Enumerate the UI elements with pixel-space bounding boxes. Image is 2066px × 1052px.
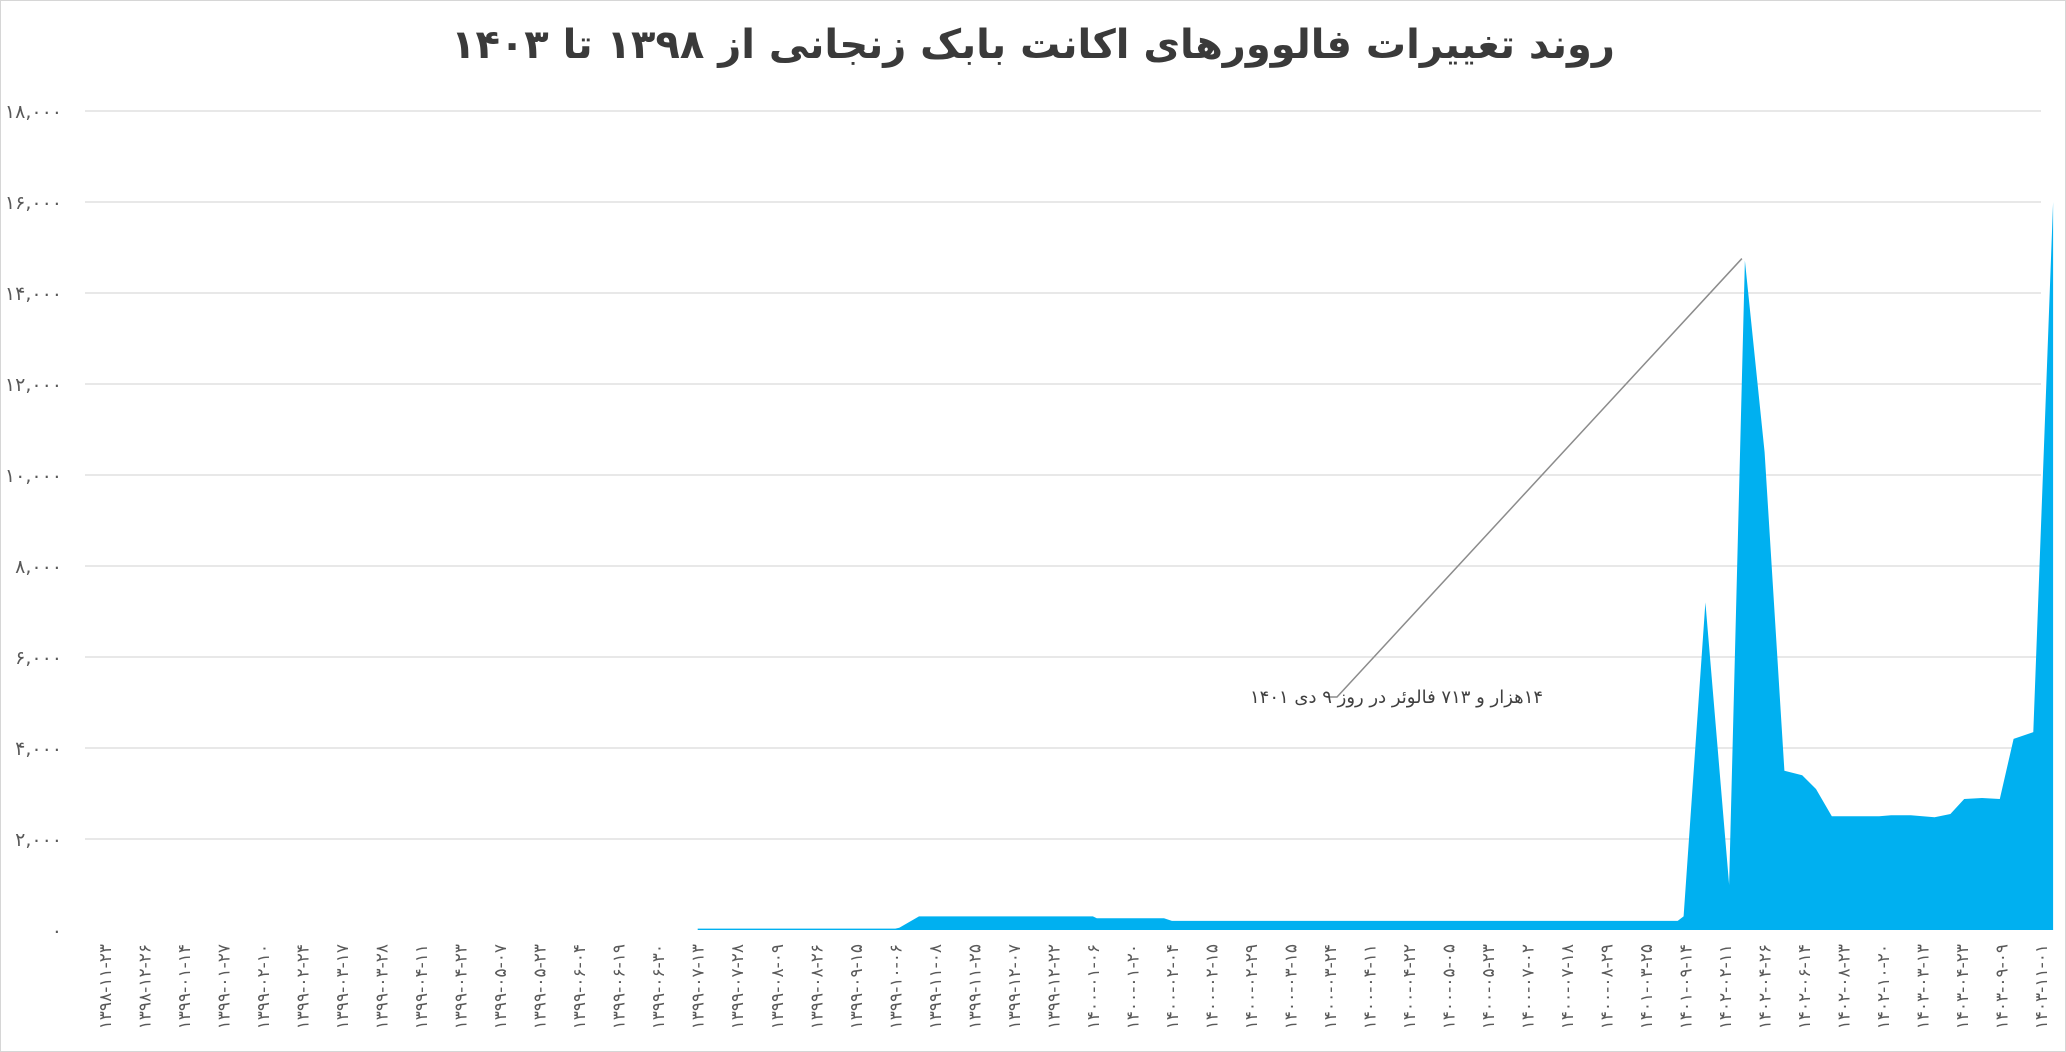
x-tick-label: ۱۴۰۰-۰۵-۲۳ bbox=[1479, 944, 1499, 1029]
y-tick-label: ۱۲,۰۰۰ bbox=[5, 374, 62, 396]
annotation: ۱۴هزار و ۷۱۳ فالوئر در روز ۹ دی ۱۴۰۱ bbox=[1250, 258, 1743, 708]
y-tick-label: ۱۰,۰۰۰ bbox=[5, 465, 62, 487]
x-tick-label: ۱۳۹۹-۰۱-۱۴ bbox=[175, 944, 195, 1029]
x-tick-label: ۱۴۰۰-۰۷-۰۲ bbox=[1519, 944, 1539, 1029]
x-tick-label: ۱۳۹۹-۰۵-۲۳ bbox=[531, 944, 551, 1029]
x-tick-label: ۱۴۰۲-۱۰-۲۰ bbox=[1874, 944, 1894, 1029]
x-tick-label: ۱۳۹۹-۰۲-۲۴ bbox=[294, 944, 314, 1029]
x-tick-label: ۱۳۹۹-۰۱-۲۷ bbox=[215, 944, 235, 1029]
x-tick-label: ۱۳۹۸-۱۱-۲۳ bbox=[96, 944, 116, 1029]
x-tick-label: ۱۳۹۹-۰۶-۳۰ bbox=[649, 944, 669, 1029]
x-tick-label: ۱۴۰۲-۰۲-۱۱ bbox=[1716, 944, 1736, 1029]
x-tick-label: ۱۳۹۹-۰۴-۱۱ bbox=[412, 944, 432, 1029]
y-tick-label: ۶,۰۰۰ bbox=[15, 647, 62, 669]
chart-title: روند تغییرات فالوورهای اکانت بابک زنجانی… bbox=[451, 22, 1615, 68]
y-tick-label: ۱۶,۰۰۰ bbox=[5, 192, 62, 214]
x-axis-ticks: ۱۳۹۸-۱۱-۲۳ ۱۳۹۸-۱۲-۲۶ ۱۳۹۹-۰۱-۱۴ ۱۳۹۹-۰۱-۲۷… bbox=[96, 944, 2052, 1029]
x-tick-label: ۱۴۰۰-۰۲-۱۵ bbox=[1202, 944, 1222, 1029]
y-tick-label: ۱۴,۰۰۰ bbox=[5, 283, 62, 305]
x-tick-label: ۱۴۰۰-۰۴-۱۱ bbox=[1360, 944, 1380, 1029]
x-tick-label: ۱۴۰۳-۱۱-۰۱ bbox=[2032, 944, 2052, 1029]
x-tick-label: ۱۳۹۹-۰۷-۲۸ bbox=[728, 944, 748, 1029]
x-tick-label: ۱۴۰۰-۰۱-۰۶ bbox=[1084, 944, 1104, 1029]
series-area-path bbox=[105, 202, 2054, 930]
x-tick-label: ۱۳۹۹-۱۱-۲۵ bbox=[965, 944, 985, 1029]
x-tick-label: ۱۳۹۹-۰۸-۲۶ bbox=[807, 944, 827, 1029]
y-tick-label: ۴,۰۰۰ bbox=[15, 738, 62, 760]
x-tick-label: ۱۴۰۰-۰۲-۰۴ bbox=[1163, 944, 1183, 1029]
x-tick-label: ۱۳۹۹-۰۶-۱۹ bbox=[610, 944, 630, 1029]
x-tick-label: ۱۳۹۹-۰۳-۲۸ bbox=[373, 944, 393, 1029]
x-tick-label: ۱۳۹۹-۱۰-۰۶ bbox=[886, 944, 906, 1029]
x-tick-label: ۱۳۹۹-۰۶-۰۴ bbox=[570, 944, 590, 1029]
x-tick-label: ۱۴۰۳-۰۴-۲۳ bbox=[1953, 944, 1973, 1029]
annotation-text: ۱۴هزار و ۷۱۳ فالوئر در روز ۹ دی ۱۴۰۱ bbox=[1250, 687, 1543, 708]
series-area bbox=[105, 202, 2054, 930]
x-tick-label: ۱۴۰۰-۰۵-۰۵ bbox=[1440, 944, 1460, 1029]
x-tick-label: ۱۴۰۰-۰۱-۲۰ bbox=[1123, 944, 1143, 1029]
x-tick-label: ۱۳۹۹-۰۹-۱۵ bbox=[847, 944, 867, 1029]
x-tick-label: ۱۳۹۹-۰۲-۱۰ bbox=[254, 944, 274, 1029]
x-tick-label: ۱۳۹۹-۰۷-۱۳ bbox=[689, 944, 709, 1029]
x-tick-label: ۱۴۰۰-۰۴-۲۲ bbox=[1400, 944, 1420, 1029]
x-tick-label: ۱۳۹۹-۰۸-۰۹ bbox=[768, 944, 788, 1029]
y-tick-label: ۸,۰۰۰ bbox=[15, 556, 62, 578]
x-tick-label: ۱۳۹۹-۰۵-۰۷ bbox=[491, 944, 511, 1029]
x-tick-label: ۱۴۰۰-۰۸-۲۹ bbox=[1598, 944, 1618, 1029]
x-tick-label: ۱۴۰۰-۰۳-۲۴ bbox=[1321, 944, 1341, 1029]
x-tick-label: ۱۴۰۳-۰۳-۱۳ bbox=[1914, 944, 1934, 1029]
y-tick-label: ۱۸,۰۰۰ bbox=[5, 101, 62, 123]
x-tick-label: ۱۳۹۸-۱۲-۲۶ bbox=[136, 944, 156, 1029]
x-tick-label: ۱۴۰۱-۰۳-۲۵ bbox=[1637, 944, 1657, 1029]
x-tick-label: ۱۳۹۹-۰۳-۱۷ bbox=[333, 944, 353, 1029]
x-tick-label: ۱۴۰۲-۰۴-۲۶ bbox=[1756, 944, 1776, 1029]
y-axis-ticks: ۰ ۲,۰۰۰ ۴,۰۰۰ ۶,۰۰۰ ۸,۰۰۰ ۱۰,۰۰۰ ۱۲,۰۰۰ ۱۴,۰۰۰ ۱… bbox=[5, 101, 62, 942]
x-tick-label: ۱۴۰۱-۰۹-۱۴ bbox=[1677, 944, 1697, 1029]
x-tick-label: ۱۳۹۹-۰۴-۲۳ bbox=[452, 944, 472, 1029]
x-tick-label: ۱۴۰۰-۰۷-۱۸ bbox=[1558, 944, 1578, 1029]
x-tick-label: ۱۴۰۳-۰۹-۰۹ bbox=[1993, 944, 2013, 1029]
x-tick-label: ۱۴۰۰-۰۲-۲۹ bbox=[1242, 944, 1262, 1029]
x-tick-label: ۱۴۰۰-۰۳-۱۵ bbox=[1281, 944, 1301, 1029]
x-tick-label: ۱۴۰۲-۰۸-۲۳ bbox=[1835, 944, 1855, 1029]
annotation-leader-line bbox=[1327, 258, 1743, 698]
x-tick-label: ۱۳۹۹-۱۲-۲۲ bbox=[1044, 944, 1064, 1029]
x-tick-label: ۱۳۹۹-۱۱-۰۸ bbox=[926, 944, 946, 1029]
y-tick-label: ۲,۰۰۰ bbox=[15, 829, 62, 851]
y-tick-label: ۰ bbox=[52, 920, 62, 942]
x-tick-label: ۱۳۹۹-۱۲-۰۷ bbox=[1005, 944, 1025, 1029]
x-tick-label: ۱۴۰۲-۰۶-۱۴ bbox=[1795, 944, 1815, 1029]
